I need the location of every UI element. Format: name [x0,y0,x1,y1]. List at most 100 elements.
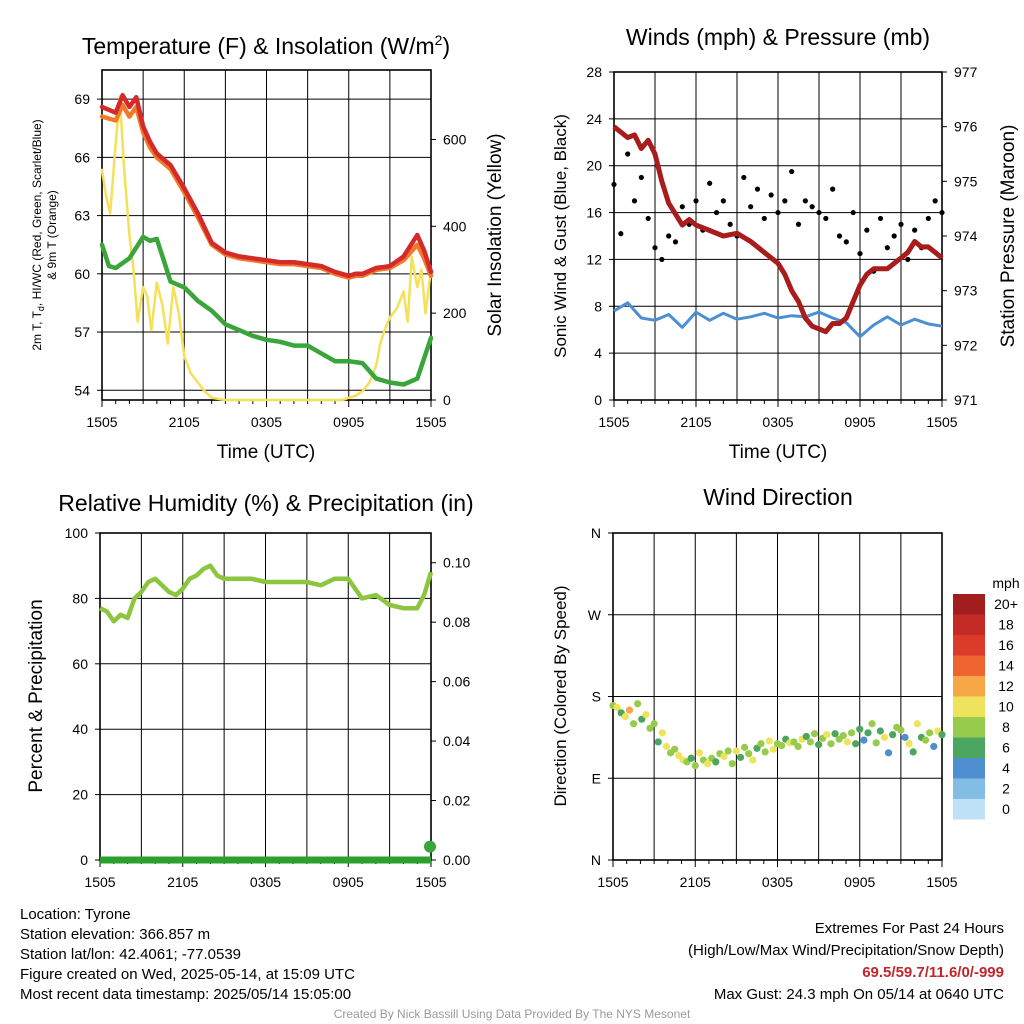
direction-point [901,733,909,741]
extremes-values: 69.5/59.7/11.6/0/-999 [862,964,1004,981]
colorbar-label: 0 [1002,801,1010,817]
direction-point [827,740,835,748]
direction-point [823,731,831,739]
y2-tick-label: 0.04 [443,733,470,749]
colorbar-swatch [953,614,985,635]
direction-point [868,720,876,728]
gust-point [768,192,774,198]
direction-point [831,730,839,738]
y-tick-label: 57 [74,324,90,340]
gust-point [932,198,938,204]
direction-point [749,756,757,764]
colorbar-label: 14 [998,658,1014,674]
colorbar-swatch [953,655,985,676]
series-line-station-pressure [612,124,944,335]
colorbar-swatch [953,635,985,656]
colorbar-swatch [953,696,985,717]
colorbar-label: 6 [1002,740,1010,756]
direction-point [736,753,745,761]
direction-point [691,761,699,770]
colorbar-swatch [953,676,985,697]
direction-point [654,738,662,746]
figure-created: Figure created on Wed, 2025-05-14, at 15… [20,966,355,983]
direction-point [847,729,856,737]
x-axis-label: Time (UTC) [217,442,316,463]
extremes-info: Extremes For Past 24 Hours (High/Low/Max… [688,918,1004,1006]
colorbar-swatch [953,594,985,615]
chart-title: Winds (mph) & Pressure (mb) [626,24,930,50]
direction-point [745,750,753,758]
direction-point [634,700,642,708]
y2-tick-label: 0 [443,392,451,408]
gust-point [891,233,897,239]
gust-point [857,250,863,257]
gust-point [789,168,795,175]
series-line-rh [99,563,434,624]
direction-point [930,742,938,751]
y2-tick-label: 600 [443,131,467,147]
y-tick-label: W [588,607,602,623]
y2-tick-label: 0.06 [443,674,470,690]
direction-point [671,745,679,753]
series-line-td [99,234,434,387]
gust-point [693,198,699,204]
gust-point [761,215,767,222]
y-tick-label: 66 [74,149,90,165]
direction-point [621,712,629,721]
gust-point [830,186,836,192]
station-info: Location: Tyrone Station elevation: 366.… [20,905,355,1005]
direction-point [852,740,860,748]
y-tick-label: 12 [586,251,602,267]
direction-point [662,742,671,751]
gust-point [666,233,672,239]
gust-point [679,204,685,210]
direction-point [728,760,736,768]
y-tick-label: N [591,852,601,868]
direction-point [806,738,815,746]
y2-tick-label: 972 [954,337,978,353]
y-tick-label: N [591,525,601,541]
chart-title: Relative Humidity (%) & Precipitation (i… [58,490,473,516]
direction-point [860,736,868,744]
direction-point [889,731,897,739]
colorbar-swatch [953,758,985,779]
direction-point [872,739,880,747]
gust-point [611,181,617,188]
x-tick-label: 0305 [762,414,793,430]
direction-point [876,727,884,735]
y-tick-label: 60 [74,266,90,282]
y2-tick-label: 975 [954,173,978,189]
y2-tick-label: 971 [954,392,978,408]
y-tick-label: 28 [586,64,602,80]
direction-point [687,754,695,762]
gust-point [631,198,638,204]
gust-point [775,209,781,216]
direction-point [778,741,786,750]
direction-point [720,752,728,761]
direction-point [650,720,658,728]
gust-point [809,204,815,210]
y-tick-label: 16 [586,205,602,221]
x-tick-label: 0305 [762,874,793,890]
winds-panel: 0 4 8 12 16 20 24 28 971 972 973 974 975 976 977 1505 21… [551,24,1019,463]
y-tick-label: 8 [594,298,602,314]
direction-point [695,749,703,757]
direction-point [810,730,819,738]
x-tick-label: 2105 [167,874,198,890]
direction-point [880,733,889,741]
gust-point [672,239,679,245]
y-axis-label: Sonic Wind & Gust (Blue, Black) [551,114,570,358]
direction-point [909,748,917,756]
temperature-panel: 54 57 60 63 66 69 0 200 400 600 1505 2105 0305 0905 15… [30,32,506,463]
gust-point [782,198,788,204]
station-elevation: Station elevation: 366.857 m [20,926,211,943]
y-axis-label-line2: & 9m T (Orange) [45,190,59,280]
chart-title: Wind Direction [703,484,853,510]
x-tick-label: 1505 [926,414,957,430]
direction-point [769,745,777,753]
colorbar-label: 16 [998,637,1014,653]
gust-point [905,256,911,263]
y-tick-label: E [592,770,601,786]
gust-point [912,227,918,233]
y2-tick-label: 400 [443,218,467,234]
